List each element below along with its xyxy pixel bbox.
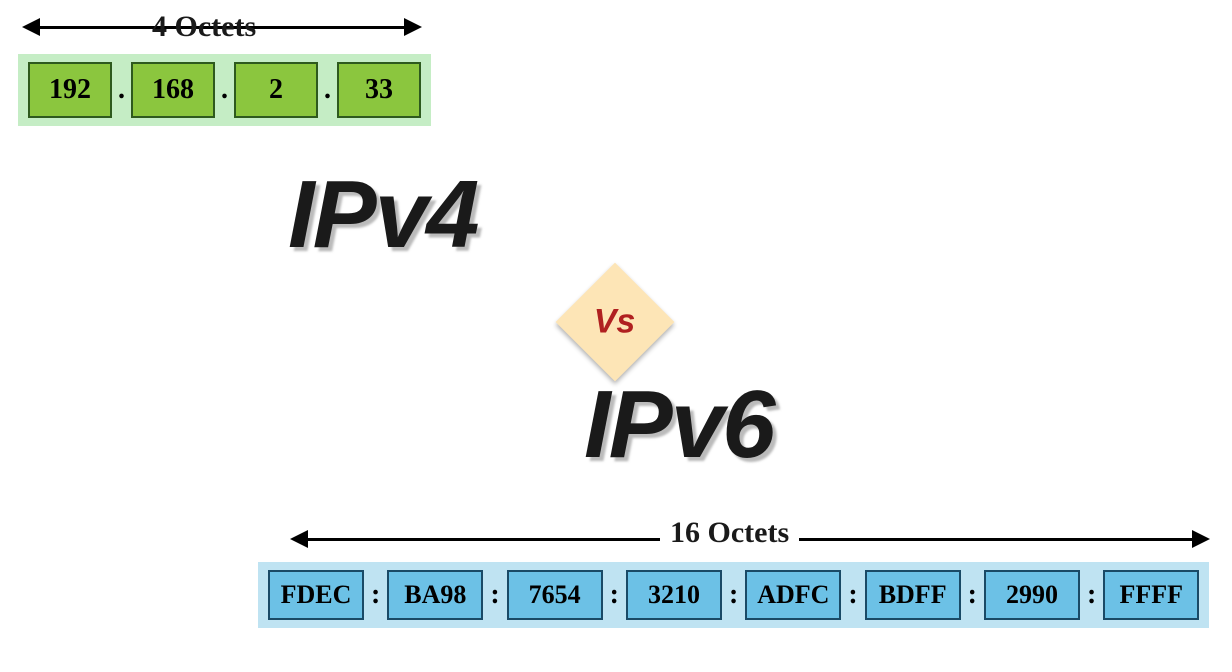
ipv6-separator-colon: :: [845, 579, 860, 611]
ipv4-octet: 168: [131, 62, 215, 118]
ipv4-octet: 33: [337, 62, 421, 118]
ipv6-group: 7654: [507, 570, 603, 620]
ipv6-group: FFFF: [1103, 570, 1199, 620]
ipv6-group: ADFC: [745, 570, 841, 620]
ipv4-octet: 192: [28, 62, 112, 118]
ipv4-title: IPv4: [288, 160, 477, 270]
ipv6-separator-colon: :: [965, 579, 980, 611]
ipv4-address-container: 192.168.2.33: [18, 54, 431, 126]
ipv6-title: IPv6: [584, 370, 773, 480]
ipv6-separator-colon: :: [487, 579, 502, 611]
ipv4-separator-dot: .: [322, 74, 333, 106]
ipv6-address-container: FDEC:BA98:7654:3210:ADFC:BDFF:2990:FFFF: [258, 562, 1209, 628]
ipv6-group: BDFF: [865, 570, 961, 620]
ipv4-octet: 2: [234, 62, 318, 118]
ipv6-group: FDEC: [268, 570, 364, 620]
ipv6-separator-colon: :: [607, 579, 622, 611]
arrow-head-right-icon: [1192, 530, 1210, 548]
ipv4-separator-dot: .: [219, 74, 230, 106]
ipv6-separator-colon: :: [1084, 579, 1099, 611]
ipv6-separator-colon: :: [726, 579, 741, 611]
arrow-head-left-icon: [290, 530, 308, 548]
ipv6-group: 3210: [626, 570, 722, 620]
ipv4-arrow-label: 4 Octets: [152, 10, 256, 44]
ipv6-separator-colon: :: [368, 579, 383, 611]
ipv6-arrow-label: 16 Octets: [660, 516, 799, 550]
ipv6-group: 2990: [984, 570, 1080, 620]
ipv4-separator-dot: .: [116, 74, 127, 106]
vs-diamond: Vs: [556, 263, 675, 382]
ipv6-group: BA98: [387, 570, 483, 620]
arrow-head-left-icon: [22, 18, 40, 36]
vs-label: Vs: [594, 303, 636, 342]
arrow-head-right-icon: [404, 18, 422, 36]
